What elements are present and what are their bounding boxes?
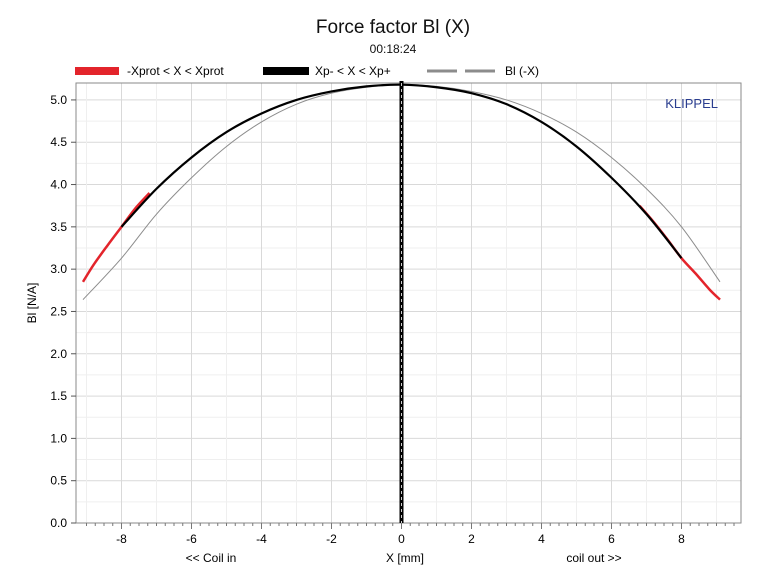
y-tick-label: 3.0 [50, 262, 67, 276]
series-xprot-left [81, 192, 151, 283]
legend-label: -Xprot < X < Xprot [127, 64, 224, 78]
legend-label: Bl (-X) [505, 64, 539, 78]
y-tick-label: 5.0 [50, 93, 67, 107]
chart-subtitle: 00:18:24 [370, 42, 417, 56]
y-axis-label: Bl [N/A] [25, 283, 39, 324]
y-tick-label: 4.0 [50, 178, 67, 192]
y-tick-label: 2.5 [50, 304, 67, 318]
y-tick-label: 3.5 [50, 220, 67, 234]
x-tick-label: -6 [186, 532, 197, 546]
x-annotation-coil-in: << Coil in [186, 551, 237, 565]
legend: -Xprot < X < Xprot Xp- < X < Xp+ Bl (-X) [75, 64, 539, 78]
x-tick-label: 6 [608, 532, 615, 546]
x-tick-label: -8 [116, 532, 127, 546]
x-annotation-coil-out: coil out >> [566, 551, 621, 565]
x-tick-label: 4 [538, 532, 545, 546]
chart-title: Force factor Bl (X) [316, 17, 470, 38]
ticks: 0.0 0.5 1.0 1.5 2.0 2.5 3.0 3.5 4.0 4.5 5.0 -8 -6 -4 -… [50, 93, 735, 546]
y-tick-label: 1.0 [50, 431, 67, 445]
y-tick-label: 4.5 [50, 135, 67, 149]
legend-swatch [75, 67, 119, 75]
x-tick-label: 8 [678, 532, 685, 546]
x-axis-label: X [mm] [386, 551, 424, 565]
legend-item: -Xprot < X < Xprot [75, 64, 224, 78]
legend-swatch [263, 67, 309, 75]
y-tick-label: 1.5 [50, 389, 67, 403]
x-tick-label: -2 [326, 532, 337, 546]
y-tick-label: 0.0 [50, 516, 67, 530]
y-tick-label: 0.5 [50, 474, 67, 488]
x-tick-label: -4 [256, 532, 267, 546]
watermark-klippel: KLIPPEL [665, 96, 718, 111]
x-tick-label: 2 [468, 532, 475, 546]
y-tick-label: 2.0 [50, 347, 67, 361]
legend-item: Bl (-X) [427, 64, 539, 78]
legend-item: Xp- < X < Xp+ [263, 64, 391, 78]
legend-label: Xp- < X < Xp+ [315, 64, 391, 78]
grid [76, 83, 741, 524]
plot-frame [75, 82, 742, 524]
x-tick-label: 0 [398, 532, 405, 546]
